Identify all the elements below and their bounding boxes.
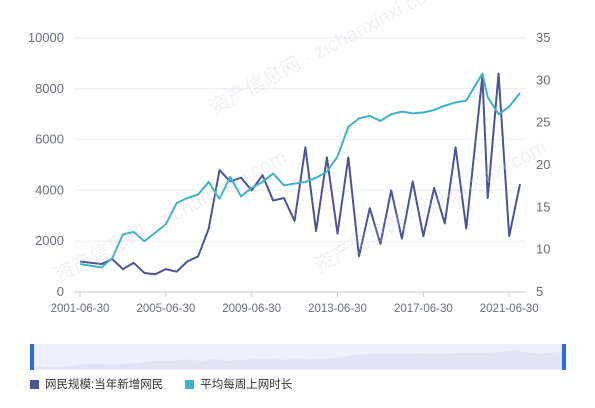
series-line-new-users[interactable] — [79, 72, 521, 276]
y-left-tick-label: 2000 — [35, 233, 64, 248]
axes: 0 2000 4000 6000 8000 10000 5 10 15 20 25 30 35 2001-… — [28, 30, 551, 315]
x-tick-label: 2001-06-30 — [51, 303, 110, 315]
data-zoom-left-handle[interactable] — [30, 344, 34, 370]
y-right-tick-label: 10 — [536, 242, 550, 257]
y-left-tick-label: 8000 — [35, 81, 64, 96]
y-left-tick-label: 0 — [57, 284, 64, 299]
y-right-tick-label: 35 — [536, 30, 550, 45]
y-left-tick-label: 4000 — [35, 182, 64, 197]
y-right-tick-label: 30 — [536, 72, 550, 87]
legend-label-new-users: 网民规模:当年新增网民 — [45, 379, 164, 391]
data-zoom-preview — [34, 350, 562, 369]
y-right-tick-label: 25 — [536, 115, 550, 130]
legend: 网民规模:当年新增网民 平均每周上网时长 — [30, 376, 292, 392]
x-tick-label: 2013-06-30 — [308, 303, 367, 315]
x-tick-label: 2009-06-30 — [222, 303, 281, 315]
legend-item-new-users[interactable]: 网民规模:当年新增网民 — [30, 376, 163, 392]
legend-label-weekly-hours: 平均每周上网时长 — [200, 379, 293, 391]
x-tick-label: 2021-06-30 — [480, 303, 539, 315]
series-lines — [79, 72, 521, 276]
data-zoom-slider[interactable] — [30, 344, 566, 370]
legend-swatch-weekly-hours — [185, 379, 195, 389]
data-zoom-right-handle[interactable] — [562, 344, 566, 370]
y-right-tick-label: 20 — [536, 157, 550, 172]
y-right-tick-label: 15 — [536, 199, 550, 214]
legend-swatch-new-users — [30, 379, 39, 389]
y-left-tick-label: 10000 — [28, 30, 64, 45]
y-right-tick-label: 5 — [536, 284, 543, 299]
legend-item-weekly-hours[interactable]: 平均每周上网时长 — [185, 376, 292, 392]
x-tick-label: 2017-06-30 — [394, 303, 453, 315]
x-tick-label: 2005-06-30 — [136, 303, 195, 315]
series-line-weekly-hours[interactable] — [79, 72, 521, 269]
y-left-tick-label: 6000 — [35, 132, 64, 147]
